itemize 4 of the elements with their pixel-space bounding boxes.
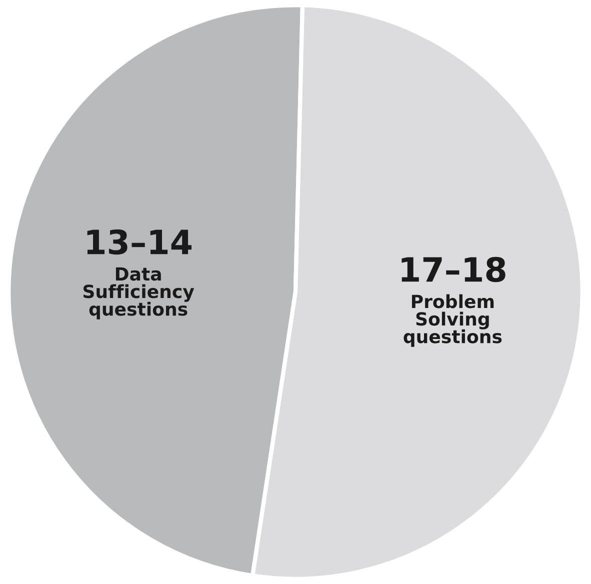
data-label: 17–18: [402, 256, 506, 282]
data-label: 13–14: [87, 229, 192, 255]
slice-label: Data Sufficiency questions: [83, 267, 194, 320]
slice-label: Problem Solving questions: [404, 294, 502, 347]
